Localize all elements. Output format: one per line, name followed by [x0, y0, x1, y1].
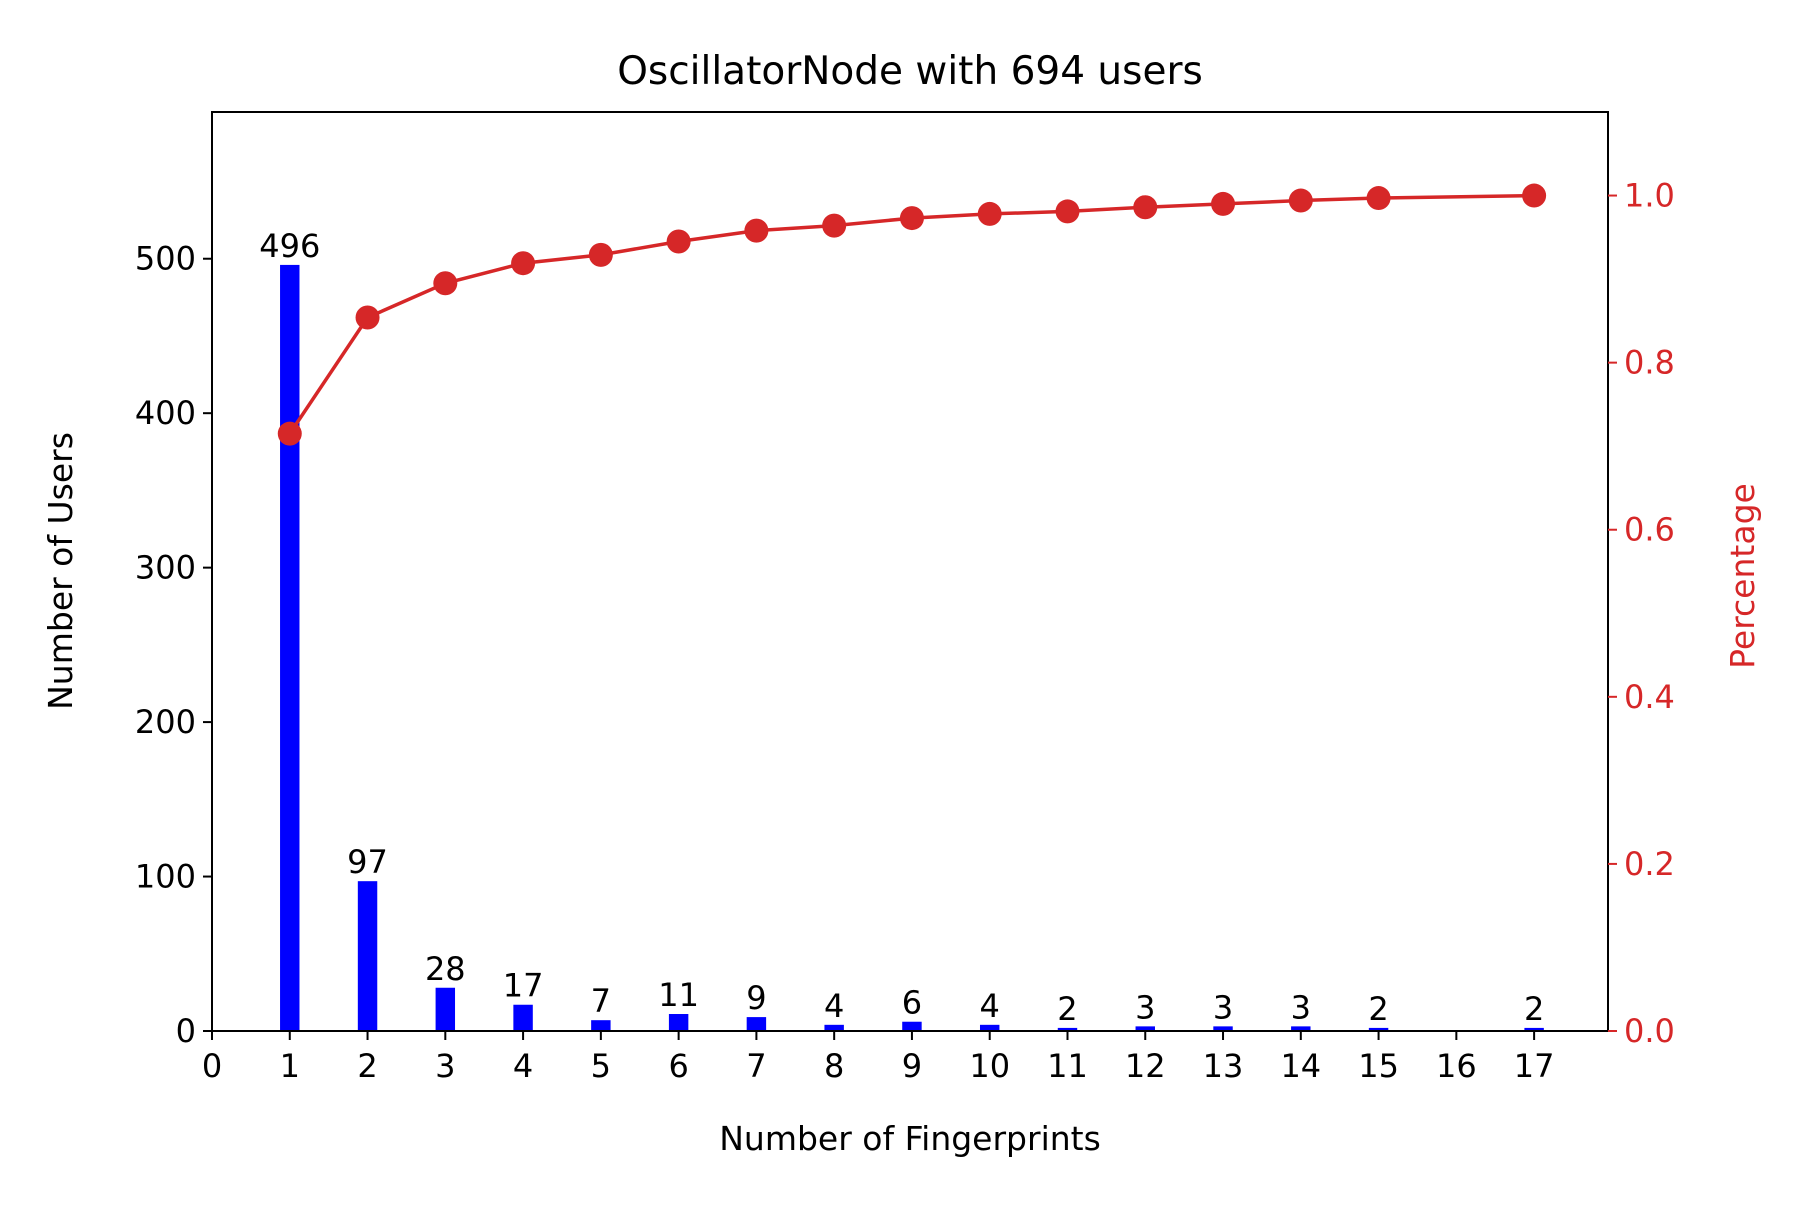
x-tick-label: 6	[668, 1047, 688, 1085]
bar-value-label: 3	[1291, 988, 1311, 1026]
bar-value-label: 9	[746, 979, 766, 1017]
bar	[902, 1021, 922, 1031]
x-axis: 0 1 2 3 4 5 6 7 8 9 10 11 12 13 14 15 16 17	[202, 1031, 1555, 1085]
bar	[1524, 1027, 1544, 1031]
bar	[824, 1024, 844, 1031]
y-tick-label: 100	[135, 858, 196, 896]
x-tick-label: 9	[902, 1047, 922, 1085]
line-point	[1366, 186, 1391, 211]
x-tick-label: 4	[513, 1047, 533, 1085]
x-tick-label: 5	[591, 1047, 611, 1085]
line-point	[433, 271, 458, 296]
x-tick-label: 7	[746, 1047, 766, 1085]
y-axis-left: 0 100 200 300 400 500	[135, 240, 212, 1050]
line-point	[899, 206, 924, 231]
x-tick-label: 3	[435, 1047, 455, 1085]
cumulative-line	[288, 193, 1535, 435]
y2-tick-label: 0.4	[1624, 678, 1675, 716]
y2-tick-label: 0.6	[1624, 511, 1675, 549]
line-point	[1133, 195, 1158, 220]
bar-value-label: 17	[503, 967, 544, 1005]
line-point	[1211, 191, 1236, 216]
y-axis-right: 0.0 0.2 0.4 0.6 0.8 1.0	[1608, 177, 1675, 1050]
x-tick-label: 15	[1358, 1047, 1399, 1085]
line-point	[822, 213, 847, 238]
line-point	[588, 242, 613, 267]
x-tick-label: 2	[357, 1047, 377, 1085]
bar	[1213, 1026, 1233, 1031]
plot-frame	[211, 111, 1609, 1032]
y2-tick-label: 1.0	[1624, 177, 1675, 215]
bars-layer: 496 97 28 17 7 11 9 4 6 4 2 3 3 3 2 2	[259, 227, 1544, 1031]
bar-value-label: 4	[980, 987, 1000, 1025]
line-point	[511, 251, 536, 276]
bar	[513, 1004, 533, 1031]
bar-value-label: 28	[425, 950, 466, 988]
x-tick-label: 0	[202, 1047, 222, 1085]
y-tick-label: 400	[135, 394, 196, 432]
bar	[435, 987, 456, 1031]
bar-value-label: 7	[591, 982, 611, 1020]
bar-value-label: 2	[1524, 990, 1544, 1028]
bar-value-label: 3	[1135, 988, 1155, 1026]
bar	[357, 881, 378, 1031]
line-point	[277, 421, 302, 446]
x-axis-title: Number of Fingerprints	[719, 1119, 1101, 1158]
y-tick-label: 200	[135, 703, 196, 741]
bar	[668, 1014, 689, 1031]
y2-axis-title: Percentage	[1723, 483, 1762, 669]
bar-value-label: 2	[1368, 990, 1388, 1028]
y-tick-label: 300	[135, 549, 196, 587]
bar-value-label: 4	[824, 987, 844, 1025]
cumulative-line-layer	[277, 183, 1547, 446]
y2-tick-label: 0.8	[1624, 344, 1675, 382]
bar	[746, 1017, 767, 1031]
x-tick-label: 17	[1514, 1047, 1555, 1085]
bar-value-label: 496	[259, 227, 320, 265]
y2-tick-label: 0.0	[1624, 1012, 1675, 1050]
x-tick-label: 16	[1436, 1047, 1477, 1085]
y-axis-title: Number of Users	[41, 432, 80, 710]
bar-value-label: 2	[1057, 990, 1077, 1028]
bar	[1057, 1027, 1078, 1031]
x-tick-label: 12	[1125, 1047, 1166, 1085]
bar-value-label: 3	[1213, 988, 1233, 1026]
y2-tick-label: 0.2	[1624, 845, 1675, 883]
bar	[979, 1024, 1000, 1031]
x-tick-label: 11	[1047, 1047, 1088, 1085]
x-tick-label: 1	[280, 1047, 300, 1085]
bar	[1368, 1027, 1389, 1031]
line-point	[1288, 188, 1313, 213]
bar	[1291, 1026, 1311, 1031]
y-tick-label: 0	[176, 1012, 196, 1050]
x-tick-label: 14	[1280, 1047, 1321, 1085]
bar	[591, 1020, 611, 1031]
line-point	[666, 229, 691, 254]
bar-value-label: 11	[658, 976, 699, 1014]
bar	[1135, 1026, 1155, 1031]
bar-value-label: 97	[347, 843, 388, 881]
x-tick-label: 13	[1203, 1047, 1244, 1085]
line-point	[1055, 199, 1080, 224]
line-point	[1522, 183, 1547, 208]
x-tick-label: 8	[824, 1047, 844, 1085]
y-tick-label: 500	[135, 240, 196, 278]
bar	[280, 264, 300, 1031]
chart-title: OscillatorNode with 694 users	[617, 49, 1203, 94]
bar-value-label: 6	[902, 984, 922, 1022]
line-point	[977, 201, 1002, 226]
line-point	[355, 305, 380, 330]
x-tick-label: 10	[969, 1047, 1010, 1085]
line-point	[744, 218, 769, 243]
